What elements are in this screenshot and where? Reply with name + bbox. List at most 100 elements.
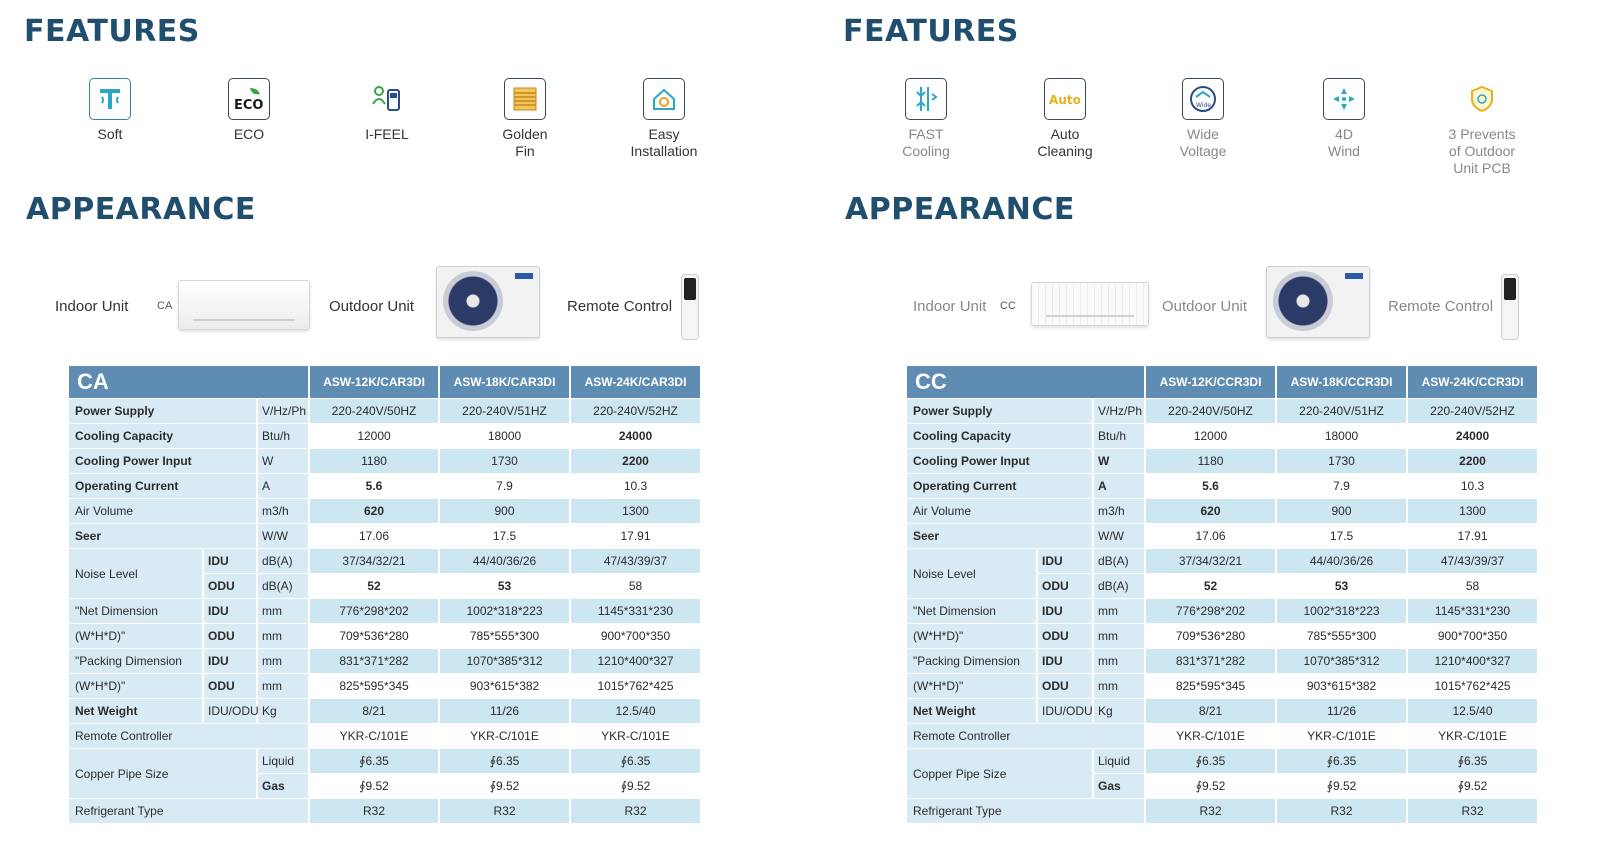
row-label: Remote Controller: [69, 723, 311, 749]
cell: YKR-C/101E: [1145, 723, 1278, 749]
table-row: Operating Current A 5.6 7.9 10.3: [907, 473, 1540, 499]
remote-control-label: Remote Control: [567, 298, 673, 315]
row-unit: Gas: [1093, 773, 1147, 799]
model-column: ASW-12K/CCR3DI: [1145, 366, 1278, 399]
row-sub: ODU: [1037, 573, 1094, 599]
model-column: ASW-18K/CAR3DI: [439, 366, 572, 399]
feature-label: FAST Cooling: [902, 126, 950, 159]
4d-wind-icon: [1323, 78, 1365, 120]
panel-ca: FEATURES Soft ECO ECO I-FEEL Golden Fin: [24, 14, 703, 824]
cell: 17.06: [1145, 523, 1278, 549]
row-label: Air Volume: [907, 498, 1094, 524]
cell: 220-240V/52HZ: [1407, 398, 1540, 424]
row-unit: mm: [257, 673, 311, 699]
cell: 1180: [309, 448, 441, 474]
cell: 52: [309, 573, 441, 599]
row-unit: W: [1093, 448, 1147, 474]
table-row: (W*H*D)" ODU mm 825*595*345 903*615*382 …: [69, 673, 703, 699]
auto-icon-text: Auto: [1049, 93, 1081, 107]
row-label: "Net Dimension: [69, 598, 204, 624]
appearance-row: Indoor Unit CC Outdoor Unit Remote Contr…: [838, 262, 1600, 342]
row-unit: mm: [257, 648, 311, 674]
cell: 903*615*382: [1276, 673, 1409, 699]
indoor-model-code: CA: [157, 300, 173, 312]
spec-table: CC ASW-12K/CCR3DI ASW-18K/CCR3DI ASW-24K…: [907, 366, 1540, 824]
cell: ∮9.52: [439, 773, 572, 799]
feature-golden-fin: Golden Fin: [465, 78, 585, 160]
row-label: Cooling Power Input: [69, 448, 258, 474]
row-sub: IDU: [1037, 548, 1094, 574]
table-row: Gas ∮9.52 ∮9.52 ∮9.52: [907, 773, 1540, 799]
cell: 1002*318*223: [1276, 598, 1409, 624]
table-row: (W*H*D)" ODU mm 825*595*345 903*615*382 …: [907, 673, 1540, 699]
row-label: Seer: [69, 523, 258, 549]
model-column: ASW-24K/CCR3DI: [1407, 366, 1540, 399]
cell: 52: [1145, 573, 1278, 599]
feature-i-feel: I-FEEL: [327, 78, 447, 143]
panel-cc: FEATURES FAST Cooling Auto Auto Cleaning…: [838, 0, 1600, 856]
row-label: Cooling Power Input: [907, 448, 1094, 474]
cell: 47/43/39/37: [570, 548, 703, 574]
cell: 1145*331*230: [570, 598, 703, 624]
cell: 10.3: [1407, 473, 1540, 499]
row-unit: V/Hz/Ph: [257, 398, 311, 424]
row-label: "Packing Dimension: [907, 648, 1038, 674]
feature-label: Soft: [97, 126, 123, 142]
cell: 1180: [1145, 448, 1278, 474]
row-unit: Gas: [257, 773, 311, 799]
features-row: FAST Cooling Auto Auto Cleaning Wide Wid…: [866, 78, 1586, 188]
row-label: "Net Dimension: [907, 598, 1038, 624]
table-row: ODU dB(A) 52 53 58: [907, 573, 1540, 599]
row-label: (W*H*D)": [69, 623, 204, 649]
table-row: Remote Controller YKR-C/101E YKR-C/101E …: [907, 723, 1540, 749]
series-name: CA: [69, 366, 311, 399]
row-label: (W*H*D)": [907, 673, 1038, 699]
row-label: Net Weight: [907, 698, 1038, 724]
feature-wide-voltage: Wide Wide Voltage: [1143, 78, 1263, 160]
row-label: Noise Level: [907, 548, 1038, 599]
cell: 831*371*282: [309, 648, 441, 674]
cell: 785*555*300: [1276, 623, 1409, 649]
cell: 44/40/36/26: [439, 548, 572, 574]
row-sub: ODU: [203, 573, 258, 599]
feature-label: Auto Cleaning: [1037, 126, 1093, 159]
cell: 17.5: [1276, 523, 1409, 549]
row-unit: Liquid: [1093, 748, 1147, 774]
cell: YKR-C/101E: [309, 723, 441, 749]
cell: 18000: [439, 423, 572, 449]
cell: 900*700*350: [570, 623, 703, 649]
row-unit: mm: [1093, 598, 1147, 624]
cell: 7.9: [439, 473, 572, 499]
cell: ∮6.35: [439, 748, 572, 774]
cell: 2200: [1407, 448, 1540, 474]
cell: 37/34/32/21: [1145, 548, 1278, 574]
row-label: Copper Pipe Size: [69, 748, 258, 799]
feature-label: 3 Prevents of Outdoor Unit PCB: [1448, 126, 1516, 176]
features-title: FEATURES: [24, 14, 200, 49]
cell: 7.9: [1276, 473, 1409, 499]
row-label: Net Weight: [69, 698, 204, 724]
row-label: Cooling Capacity: [69, 423, 258, 449]
cell: ∮6.35: [309, 748, 441, 774]
feature-soft: Soft: [50, 78, 170, 143]
cell: 1002*318*223: [439, 598, 572, 624]
cell: ∮6.35: [1276, 748, 1409, 774]
remote-control-image: [681, 274, 699, 340]
indoor-unit-image: [178, 280, 310, 330]
appearance-title: APPEARANCE: [26, 192, 256, 227]
row-unit: Kg: [257, 698, 311, 724]
cell: 620: [1145, 498, 1278, 524]
row-label: Power Supply: [69, 398, 258, 424]
cell: ∮9.52: [570, 773, 703, 799]
cell: 825*595*345: [309, 673, 441, 699]
row-unit: mm: [257, 598, 311, 624]
wide-icon-text: Wide: [1196, 102, 1211, 109]
model-column: ASW-18K/CCR3DI: [1276, 366, 1409, 399]
row-unit: Btu/h: [257, 423, 311, 449]
row-label: (W*H*D)": [907, 623, 1038, 649]
cell: 1070*385*312: [1276, 648, 1409, 674]
cell: 24000: [570, 423, 703, 449]
row-sub: IDU: [1037, 598, 1094, 624]
table-row: ODU dB(A) 52 53 58: [69, 573, 703, 599]
table-row: "Packing Dimension IDU mm 831*371*282 10…: [907, 648, 1540, 674]
